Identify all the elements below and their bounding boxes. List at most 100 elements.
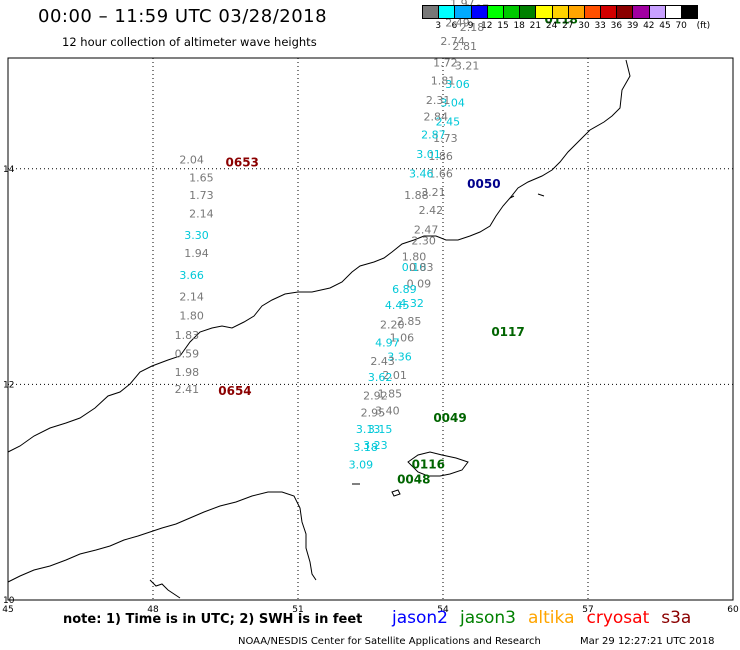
legend-label: 21 bbox=[529, 21, 542, 31]
wave-height-value: 2.42 bbox=[419, 204, 444, 217]
legend-swatch bbox=[422, 5, 440, 19]
legend-swatch bbox=[600, 5, 618, 19]
lat-tick-label: 14 bbox=[3, 165, 15, 175]
legend-swatch bbox=[551, 5, 569, 19]
wave-height-value: 3.13 bbox=[356, 423, 381, 436]
lat-tick-label: 12 bbox=[3, 380, 14, 390]
lon-tick-label: 57 bbox=[582, 605, 593, 615]
wave-height-value: 1.83 bbox=[175, 329, 200, 342]
pass-id-label: 0050 bbox=[467, 177, 500, 191]
lon-tick-label: 54 bbox=[437, 605, 449, 615]
satellite-key: jason2 jason3 altika cryosat s3a bbox=[392, 608, 703, 628]
legend-swatch bbox=[616, 5, 634, 19]
wave-height-value: 0.83 bbox=[409, 261, 434, 274]
legend-label: 3 bbox=[435, 21, 442, 31]
lon-tick-label: 51 bbox=[292, 605, 303, 615]
wave-height-value: 2.84 bbox=[424, 110, 449, 123]
pass-id-label: 0653 bbox=[226, 156, 259, 170]
lon-tick-label: 48 bbox=[147, 605, 159, 615]
legend-swatch bbox=[502, 5, 521, 19]
wave-height-value: 2.45 bbox=[436, 116, 461, 129]
wave-height-value: 2.18 bbox=[460, 21, 485, 34]
wave-height-value: 3.18 bbox=[353, 441, 378, 454]
wave-height-value: 6.89 bbox=[392, 283, 417, 296]
wave-height-value: 1.66 bbox=[428, 167, 453, 180]
footer-timestamp: Mar 29 12:27:21 UTC 2018 bbox=[580, 636, 715, 647]
wave-height-value: 3.04 bbox=[440, 96, 465, 109]
wave-height-value: 2.81 bbox=[453, 40, 478, 53]
wave-height-value: 4.45 bbox=[385, 299, 410, 312]
axis-tick-labels: 454851545760101214161820 bbox=[2, 165, 739, 615]
wave-height-value: 2.49 bbox=[445, 17, 470, 30]
wave-height-readings: 2.04 1.65 1.73 2.14 3.30 1.94 3.66 2.14 1.80 1.83… bbox=[175, 0, 490, 471]
lon-tick-label: 60 bbox=[727, 605, 739, 615]
satellite-name: altika bbox=[528, 608, 575, 628]
legend-label: 70 bbox=[675, 21, 687, 31]
legend-swatch bbox=[681, 5, 699, 19]
legend-swatch bbox=[454, 5, 472, 19]
legend-swatch bbox=[486, 5, 504, 19]
wave-height-value: 2.43 bbox=[370, 355, 395, 368]
legend-label: 24 bbox=[545, 21, 558, 31]
legend-label: 30 bbox=[578, 21, 590, 31]
wave-height-value: 1.06 bbox=[390, 331, 415, 344]
legend-label: 27 bbox=[562, 21, 574, 31]
wave-height-value: 2.85 bbox=[397, 315, 422, 328]
footer-credit: NOAA/NESDIS Center for Satellite Applica… bbox=[238, 636, 541, 647]
wave-height-value: 2.30 bbox=[411, 234, 436, 247]
legend-swatch bbox=[648, 5, 666, 19]
wave-height-value: 2.20 bbox=[380, 318, 405, 331]
wave-height-value: 3.21 bbox=[455, 60, 480, 73]
wave-height-value: 3.46 bbox=[409, 167, 434, 180]
small-islands bbox=[352, 193, 545, 497]
somali-cape bbox=[149, 579, 181, 599]
wave-height-value: 1.80 bbox=[402, 250, 427, 263]
wave-height-value: 3.06 bbox=[445, 78, 470, 91]
satellite-name: jason2 bbox=[392, 608, 448, 628]
wave-height-value: 1.72 bbox=[433, 56, 458, 69]
wave-height-value: 2.92 bbox=[363, 389, 388, 402]
wave-height-value: 3.66 bbox=[179, 269, 204, 282]
arabian-coastline bbox=[7, 59, 631, 453]
wave-height-value: 3.62 bbox=[368, 371, 393, 384]
wave-height-value: 0.09 bbox=[407, 277, 432, 290]
african-coastline bbox=[7, 491, 317, 583]
lat-lon-grid bbox=[8, 58, 733, 600]
wave-height-value: 3.15 bbox=[368, 423, 393, 436]
wave-height-value: 1.88 bbox=[404, 189, 429, 202]
page-subtitle: 12 hour collection of altimeter wave hei… bbox=[62, 35, 317, 49]
wave-height-value: 2.95 bbox=[361, 407, 386, 420]
lat-tick-label: 10 bbox=[3, 596, 15, 606]
satellite-name: cryosat bbox=[586, 608, 650, 628]
pass-id-label: 0049 bbox=[433, 411, 466, 425]
legend-swatches bbox=[422, 5, 699, 19]
legend-label: 39 bbox=[626, 21, 639, 31]
pass-id-label: 0117 bbox=[491, 325, 524, 339]
pass-labels: 065306540051005001180117004901160048 bbox=[218, 12, 578, 486]
wave-height-value: 1.73 bbox=[433, 132, 458, 145]
legend-swatch bbox=[438, 5, 456, 19]
wave-height-value: 2.01 bbox=[382, 369, 407, 382]
color-legend: 3 6 9 12 15 18 21 24 27 30 33 36 39 42 45 70 (ft) bbox=[422, 5, 710, 33]
legend-label: 33 bbox=[594, 21, 606, 31]
legend-labels: 3 6 9 12 15 18 21 24 27 30 33 36 39 42 45 70 (ft) bbox=[422, 21, 710, 33]
wave-height-value: 2.14 bbox=[179, 290, 204, 303]
page-title: 00:00 – 11:59 UTC 03/28/2018 bbox=[38, 6, 328, 27]
wave-height-value: 1.73 bbox=[189, 189, 214, 202]
wave-height-value: 0.59 bbox=[175, 347, 200, 360]
pass-id-label: 0654 bbox=[218, 384, 251, 398]
map-frame bbox=[7, 57, 734, 601]
wave-height-value: 3.21 bbox=[421, 186, 446, 199]
wave-height-value: 2.74 bbox=[440, 35, 465, 48]
wave-height-value: 1.98 bbox=[175, 366, 200, 379]
legend-label: 18 bbox=[513, 21, 525, 31]
wave-height-value: 2.04 bbox=[179, 153, 204, 166]
legend-swatch bbox=[535, 5, 553, 19]
satellite-name: jason3 bbox=[460, 608, 516, 628]
wave-height-value: 2.14 bbox=[189, 207, 214, 220]
legend-label: 42 bbox=[643, 21, 655, 31]
legend-label: 45 bbox=[659, 21, 671, 31]
wave-height-value: 2.47 bbox=[414, 223, 439, 236]
legend-swatch bbox=[519, 5, 537, 19]
legend-swatch bbox=[583, 5, 602, 19]
